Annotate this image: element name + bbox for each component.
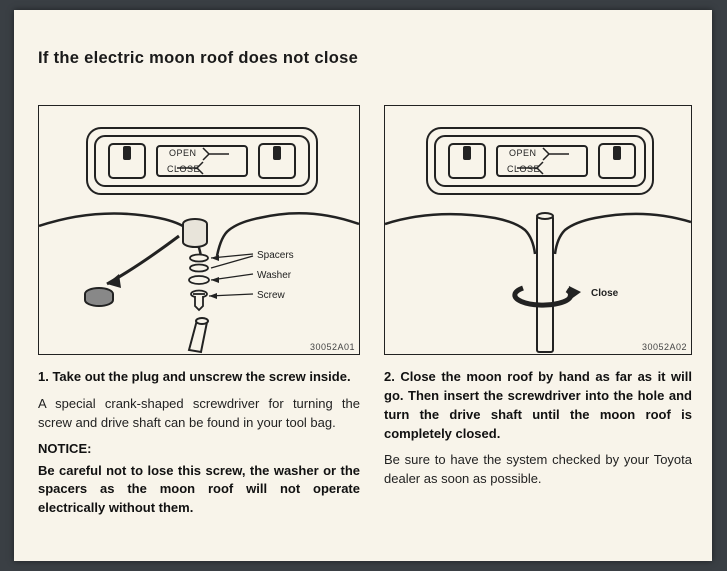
right-column: 2. Close the moon roof by hand as far as…: [384, 368, 692, 489]
panel-open-label: OPEN: [169, 148, 197, 158]
figure-left-svg: OPEN CLOSE: [39, 106, 359, 354]
page-title: If the electric moon roof does not close: [38, 48, 368, 69]
step-2: 2. Close the moon roof by hand as far as…: [384, 368, 692, 443]
step-2-body: Be sure to have the system checked by yo…: [384, 451, 692, 489]
label-screw: Screw: [257, 290, 286, 301]
figure-left: OPEN CLOSE: [38, 105, 360, 355]
figure-right: OPEN CLOSE Close 30052A02: [384, 105, 692, 355]
label-close-arrow: Close: [591, 288, 619, 299]
panel-close-label: CLOSE: [167, 164, 200, 174]
label-washer: Washer: [257, 270, 292, 281]
figure-right-svg: OPEN CLOSE Close: [385, 106, 691, 354]
panel-open-label-r: OPEN: [509, 148, 537, 158]
figure-right-code: 30052A02: [642, 342, 687, 352]
figure-left-code: 30052A01: [310, 342, 355, 352]
step-1: 1. Take out the plug and unscrew the scr…: [38, 368, 360, 387]
label-spacers: Spacers: [257, 250, 294, 261]
notice-body: Be careful not to lose this screw, the w…: [38, 462, 360, 519]
notice-label: NOTICE:: [38, 441, 360, 456]
left-column: 1. Take out the plug and unscrew the scr…: [38, 368, 360, 518]
step-1-body: A special crank-shaped screwdriver for t…: [38, 395, 360, 433]
panel-close-label-r: CLOSE: [507, 164, 540, 174]
manual-page: If the electric moon roof does not close…: [14, 10, 712, 561]
